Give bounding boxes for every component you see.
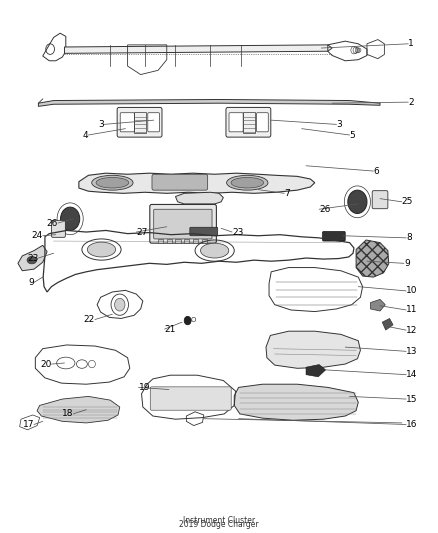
Text: 21: 21 bbox=[165, 325, 176, 334]
FancyBboxPatch shape bbox=[51, 220, 65, 237]
Text: 20: 20 bbox=[40, 360, 51, 368]
FancyBboxPatch shape bbox=[158, 239, 163, 243]
Text: 24: 24 bbox=[32, 231, 43, 240]
Text: 26: 26 bbox=[46, 219, 58, 228]
Text: 11: 11 bbox=[406, 305, 418, 314]
Text: 22: 22 bbox=[84, 315, 95, 324]
Text: 15: 15 bbox=[406, 394, 418, 403]
Text: O: O bbox=[191, 317, 196, 322]
Ellipse shape bbox=[231, 177, 264, 188]
Text: 8: 8 bbox=[406, 233, 412, 243]
Circle shape bbox=[60, 207, 80, 230]
Polygon shape bbox=[371, 300, 385, 311]
FancyBboxPatch shape bbox=[120, 113, 134, 132]
Text: 23: 23 bbox=[27, 254, 39, 263]
FancyBboxPatch shape bbox=[322, 231, 345, 241]
Text: 3: 3 bbox=[336, 120, 342, 129]
Polygon shape bbox=[79, 173, 315, 193]
Text: 4: 4 bbox=[83, 131, 88, 140]
FancyBboxPatch shape bbox=[257, 113, 268, 132]
Text: 9: 9 bbox=[28, 278, 34, 287]
FancyBboxPatch shape bbox=[117, 108, 162, 137]
Text: Instrument Cluster: Instrument Cluster bbox=[183, 516, 255, 525]
FancyBboxPatch shape bbox=[201, 239, 207, 243]
Text: 17: 17 bbox=[22, 420, 34, 429]
Text: 25: 25 bbox=[402, 197, 413, 206]
Text: 26: 26 bbox=[319, 205, 331, 214]
Text: 16: 16 bbox=[406, 420, 418, 429]
Polygon shape bbox=[37, 397, 120, 423]
FancyBboxPatch shape bbox=[229, 113, 243, 132]
FancyBboxPatch shape bbox=[193, 239, 198, 243]
Text: 7: 7 bbox=[284, 189, 290, 198]
Polygon shape bbox=[382, 318, 393, 330]
Text: 9: 9 bbox=[404, 259, 410, 268]
Polygon shape bbox=[176, 192, 223, 204]
Ellipse shape bbox=[226, 175, 268, 190]
Ellipse shape bbox=[92, 175, 133, 190]
Ellipse shape bbox=[27, 256, 37, 264]
FancyBboxPatch shape bbox=[154, 209, 212, 239]
Text: 12: 12 bbox=[406, 326, 417, 335]
Text: 23: 23 bbox=[232, 228, 244, 237]
Polygon shape bbox=[64, 45, 332, 53]
FancyBboxPatch shape bbox=[150, 387, 231, 410]
Polygon shape bbox=[266, 331, 360, 368]
Text: 2019 Dodge Charger: 2019 Dodge Charger bbox=[179, 521, 259, 529]
FancyBboxPatch shape bbox=[176, 239, 181, 243]
Text: 27: 27 bbox=[136, 228, 148, 237]
Text: 3: 3 bbox=[98, 120, 104, 129]
Text: 14: 14 bbox=[406, 370, 417, 379]
Polygon shape bbox=[234, 384, 358, 420]
Text: 2: 2 bbox=[408, 98, 414, 107]
Ellipse shape bbox=[201, 243, 229, 258]
Text: 18: 18 bbox=[62, 409, 73, 418]
FancyBboxPatch shape bbox=[226, 108, 271, 137]
FancyBboxPatch shape bbox=[190, 227, 218, 236]
Circle shape bbox=[115, 298, 125, 311]
Polygon shape bbox=[39, 100, 380, 107]
Text: 6: 6 bbox=[374, 166, 379, 175]
Circle shape bbox=[184, 317, 191, 325]
Text: 5: 5 bbox=[350, 131, 355, 140]
FancyBboxPatch shape bbox=[372, 191, 388, 209]
Text: 13: 13 bbox=[406, 347, 418, 356]
Text: 19: 19 bbox=[138, 383, 150, 392]
Polygon shape bbox=[356, 240, 389, 277]
Polygon shape bbox=[306, 365, 325, 377]
Text: 10: 10 bbox=[406, 286, 418, 295]
Polygon shape bbox=[18, 245, 47, 271]
Circle shape bbox=[348, 190, 367, 214]
FancyBboxPatch shape bbox=[184, 239, 189, 243]
FancyBboxPatch shape bbox=[167, 239, 172, 243]
FancyBboxPatch shape bbox=[152, 174, 208, 190]
FancyBboxPatch shape bbox=[150, 205, 216, 243]
Ellipse shape bbox=[87, 242, 116, 257]
Ellipse shape bbox=[96, 177, 129, 188]
FancyBboxPatch shape bbox=[148, 113, 159, 132]
Text: 1: 1 bbox=[408, 39, 414, 49]
